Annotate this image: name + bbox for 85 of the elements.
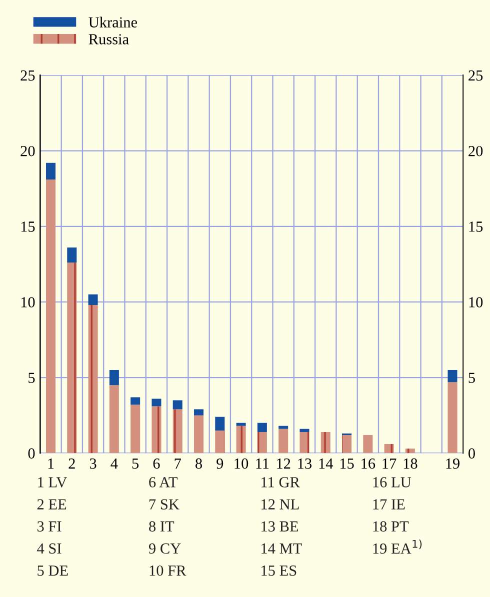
x-tick-label: 1	[48, 458, 54, 469]
y-tick-label: 10	[21, 297, 35, 308]
bar	[130, 397, 140, 405]
bar	[215, 430, 225, 454]
x-tick-label: 4	[110, 458, 118, 469]
text: 19 EA$^{1)}$	[373, 540, 422, 554]
bar	[172, 400, 182, 410]
bar	[236, 422, 246, 426]
text: 16 LU	[373, 477, 412, 488]
bar	[257, 422, 267, 432]
y2-tick-label: 20	[468, 146, 483, 156]
text: 2 EE	[37, 499, 66, 510]
x-tick-label: 9	[216, 458, 224, 469]
text: 17 IE	[373, 499, 405, 510]
text: 7 SK	[149, 499, 180, 510]
text: 11 GR	[262, 477, 300, 488]
text: 5 DE	[38, 566, 68, 576]
x-tick-label: 5	[132, 458, 139, 469]
bar	[109, 385, 119, 454]
bar	[300, 428, 310, 432]
bar	[46, 162, 56, 180]
x-tick-label: 16	[362, 458, 376, 469]
bar	[194, 409, 204, 416]
x-tick-label: 8	[196, 458, 202, 469]
bar	[363, 434, 373, 454]
bar	[67, 248, 77, 263]
bar	[152, 398, 162, 406]
y2-tick-label: 5	[468, 372, 475, 383]
y-tick-label: 5	[28, 372, 35, 383]
bar	[67, 262, 77, 454]
text: 18 PT	[373, 521, 409, 532]
y2-tick-label: 25	[468, 70, 483, 81]
bar	[215, 416, 225, 430]
bar	[300, 432, 310, 454]
text: 4 SI	[37, 543, 62, 554]
bar	[278, 428, 288, 454]
text: 1 LV	[38, 477, 68, 488]
bar	[278, 426, 288, 429]
text: 10 FR	[150, 565, 186, 576]
bar	[405, 448, 415, 454]
x-tick-label: 10	[234, 458, 248, 469]
x-tick-label: 11	[256, 458, 269, 469]
bar	[152, 406, 162, 454]
text: 8 IT	[149, 521, 174, 532]
bar	[88, 294, 98, 305]
bar	[448, 382, 458, 454]
text: 14 MT	[262, 543, 302, 554]
x-tick-label: 14	[319, 458, 334, 469]
bar	[109, 370, 119, 386]
bar	[46, 180, 56, 454]
legend-label: Russia	[88, 34, 129, 44]
x-tick-label: 12	[277, 458, 290, 469]
bar	[342, 434, 352, 454]
bar	[384, 444, 394, 454]
text: 13 BE	[262, 521, 298, 532]
y2-tick-label: 10	[469, 297, 483, 308]
x-tick-label: 19	[446, 458, 460, 469]
y-tick-label: 15	[21, 222, 35, 232]
bar	[236, 426, 246, 454]
bar	[194, 415, 204, 454]
bar	[448, 370, 458, 382]
y-tick-label: 25	[20, 70, 35, 81]
x-tick-label: 2	[68, 458, 75, 469]
bar	[130, 404, 140, 454]
y2-tick-label: 15	[469, 222, 483, 232]
x-tick-label: 17	[382, 458, 396, 469]
y-tick-label: 0	[28, 448, 35, 459]
y-tick-label: 20	[20, 146, 35, 156]
text: 6 AT	[149, 477, 178, 488]
y2-tick-label: 0	[468, 448, 475, 459]
x-tick-label: 13	[298, 458, 312, 469]
text: 12 NL	[262, 499, 299, 510]
x-tick-label: 7	[174, 458, 181, 469]
bar	[320, 432, 330, 454]
x-tick-label: 6	[153, 458, 160, 469]
text: 9 CY	[148, 543, 181, 554]
x-tick-label: 18	[404, 458, 418, 469]
bar	[88, 304, 98, 454]
x-tick-label: 15	[340, 458, 354, 469]
text: 3 FI	[37, 521, 62, 532]
x-tick-label: 3	[90, 458, 96, 469]
bar	[257, 432, 267, 454]
legend-label: Ukraine	[88, 16, 138, 28]
text: 15 ES	[262, 565, 296, 576]
bar	[172, 409, 182, 454]
